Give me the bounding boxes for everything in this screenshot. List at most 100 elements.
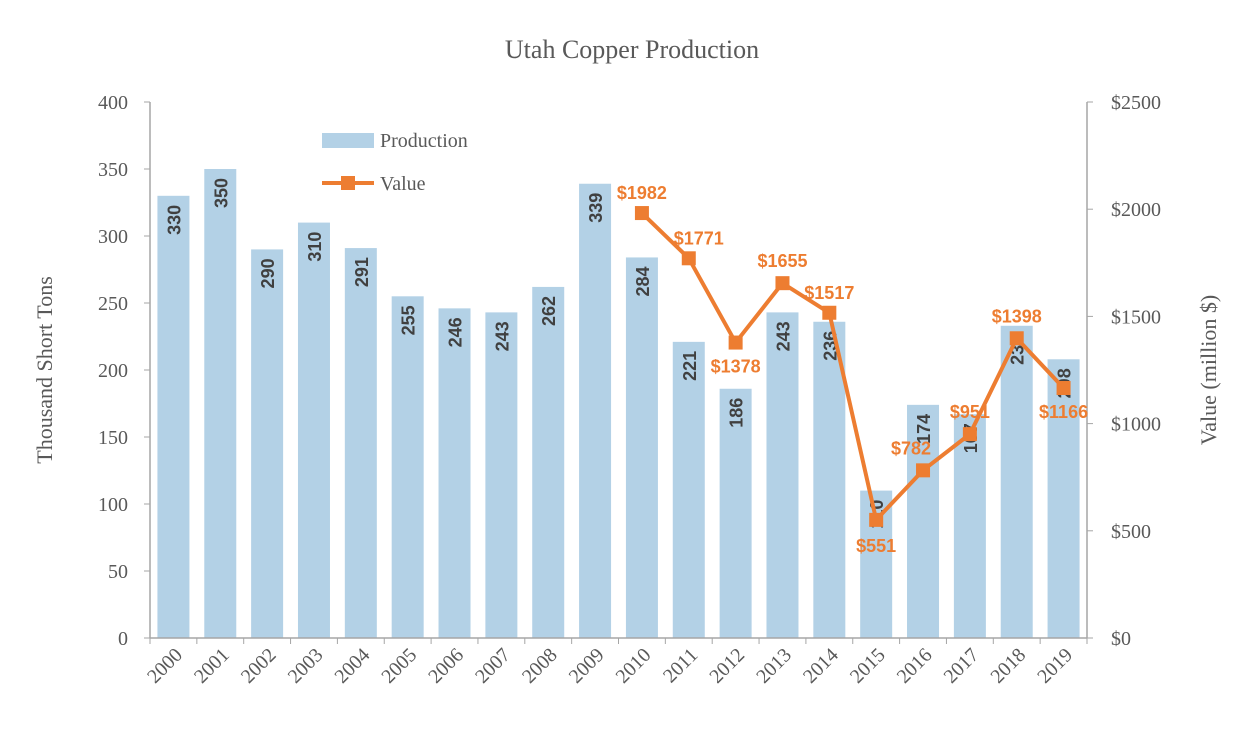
value-label-2014: $1517 [804, 283, 854, 303]
bar-2019 [1047, 359, 1080, 638]
bar-label-2010: 284 [633, 266, 653, 296]
x-tick-label: 2002 [237, 644, 281, 688]
bar-2009 [579, 183, 612, 639]
y-tick-label: 200 [98, 360, 128, 382]
y-tick-label: 400 [98, 92, 128, 114]
bar-2002 [251, 249, 284, 638]
bar-2000 [157, 195, 190, 639]
bar-2011 [672, 341, 705, 638]
value-label-2017: $951 [950, 402, 990, 422]
value-marker-2011 [681, 251, 696, 266]
x-tick-label: 2005 [377, 644, 421, 688]
bar-label-2004: 291 [352, 257, 372, 287]
bar-label-2012: 186 [727, 398, 747, 428]
bar-label-2006: 246 [446, 317, 466, 347]
value-marker-2012 [728, 335, 743, 350]
value-label-2016: $782 [891, 438, 931, 458]
legend-label-production: Production [380, 130, 468, 152]
bar-2014 [813, 321, 846, 638]
y-tick-label: 300 [98, 226, 128, 248]
bar-label-2001: 350 [211, 178, 231, 208]
value-label-2010: $1982 [617, 183, 667, 203]
value-marker-2018 [1009, 331, 1024, 346]
x-tick-label: 2006 [424, 644, 468, 688]
legend-label-value: Value [380, 173, 426, 195]
x-tick-label: 2012 [705, 644, 749, 688]
x-tick-label: 2013 [752, 644, 796, 688]
x-tick-label: 2014 [799, 644, 843, 688]
legend: Production Value [322, 130, 468, 195]
legend-swatch-value-marker [341, 176, 355, 190]
x-tick-label: 2018 [986, 644, 1030, 688]
bar-label-2003: 310 [305, 232, 325, 262]
bar-2012 [719, 388, 752, 638]
bar-2016 [907, 404, 940, 638]
bar-label-2013: 243 [773, 321, 793, 351]
x-tick-label: 2016 [893, 644, 937, 688]
bar-label-2000: 330 [164, 205, 184, 235]
value-marker-2019 [1056, 381, 1071, 396]
value-marker-2010 [634, 206, 649, 221]
legend-swatch-production [322, 133, 374, 148]
chart-title: Utah Copper Production [505, 35, 759, 64]
y2-tick-label: $2500 [1111, 92, 1161, 114]
bar-label-2008: 262 [539, 296, 559, 326]
bar-2010 [625, 257, 658, 638]
y2-tick-label: $1000 [1111, 414, 1161, 436]
y-axis-label: Thousand Short Tons [32, 276, 57, 464]
y2-axis-label: Value (million $) [1196, 295, 1221, 445]
x-tick-label: 2015 [846, 644, 890, 688]
x-tick-label: 2008 [518, 644, 562, 688]
y-tick-label: 100 [98, 494, 128, 516]
y2-tick-label: $1500 [1111, 306, 1161, 328]
value-label-2011: $1771 [674, 228, 724, 248]
value-label-2013: $1655 [757, 251, 807, 271]
value-label-2019: $1166 [1039, 402, 1088, 422]
x-tick-label: 2001 [190, 644, 234, 688]
bar-2004 [344, 248, 377, 638]
bar-2008 [532, 286, 565, 638]
bar-label-2011: 221 [680, 351, 700, 381]
bar-2018 [1000, 325, 1033, 638]
y-tick-label: 50 [108, 561, 128, 583]
bar-2006 [438, 308, 471, 638]
value-label-2018: $1398 [992, 306, 1042, 326]
x-tick-label: 2007 [471, 644, 515, 688]
bar-label-2016: 174 [914, 414, 934, 444]
value-marker-2017 [962, 427, 977, 442]
value-marker-2015 [869, 512, 884, 527]
bar-2017 [953, 414, 986, 638]
bar-2001 [204, 169, 237, 638]
y-tick-label: 250 [98, 293, 128, 315]
x-tick-label: 2000 [143, 644, 187, 688]
value-line [640, 211, 1066, 522]
bar-2007 [485, 312, 518, 638]
value-marker-2013 [775, 276, 790, 291]
bar-2013 [766, 312, 799, 638]
value-label-2015: $551 [856, 536, 896, 556]
x-tick-label: 2011 [659, 644, 702, 687]
x-tick-label: 2003 [284, 644, 328, 688]
bar-2003 [297, 222, 330, 638]
bar-label-2009: 339 [586, 193, 606, 223]
x-tick-label: 2019 [1033, 644, 1077, 688]
x-tick-label: 2010 [612, 644, 656, 688]
y-tick-label: 0 [118, 628, 128, 650]
bar-label-2007: 243 [492, 321, 512, 351]
y2-tick-label: $0 [1111, 628, 1131, 650]
y-tick-label: 150 [98, 427, 128, 449]
value-marker-2016 [916, 463, 931, 478]
bar-label-2005: 255 [399, 305, 419, 335]
value-label-2012: $1378 [711, 357, 761, 377]
bar-label-2002: 290 [258, 258, 278, 288]
x-tick-label: 2017 [940, 644, 984, 688]
x-tick-label: 2009 [565, 644, 609, 688]
y2-tick-label: $2000 [1111, 199, 1161, 221]
y-tick-label: 350 [98, 159, 128, 181]
value-marker-2014 [822, 305, 837, 320]
bar-2005 [391, 296, 424, 638]
x-tick-label: 2004 [331, 644, 375, 688]
y2-tick-label: $500 [1111, 521, 1151, 543]
